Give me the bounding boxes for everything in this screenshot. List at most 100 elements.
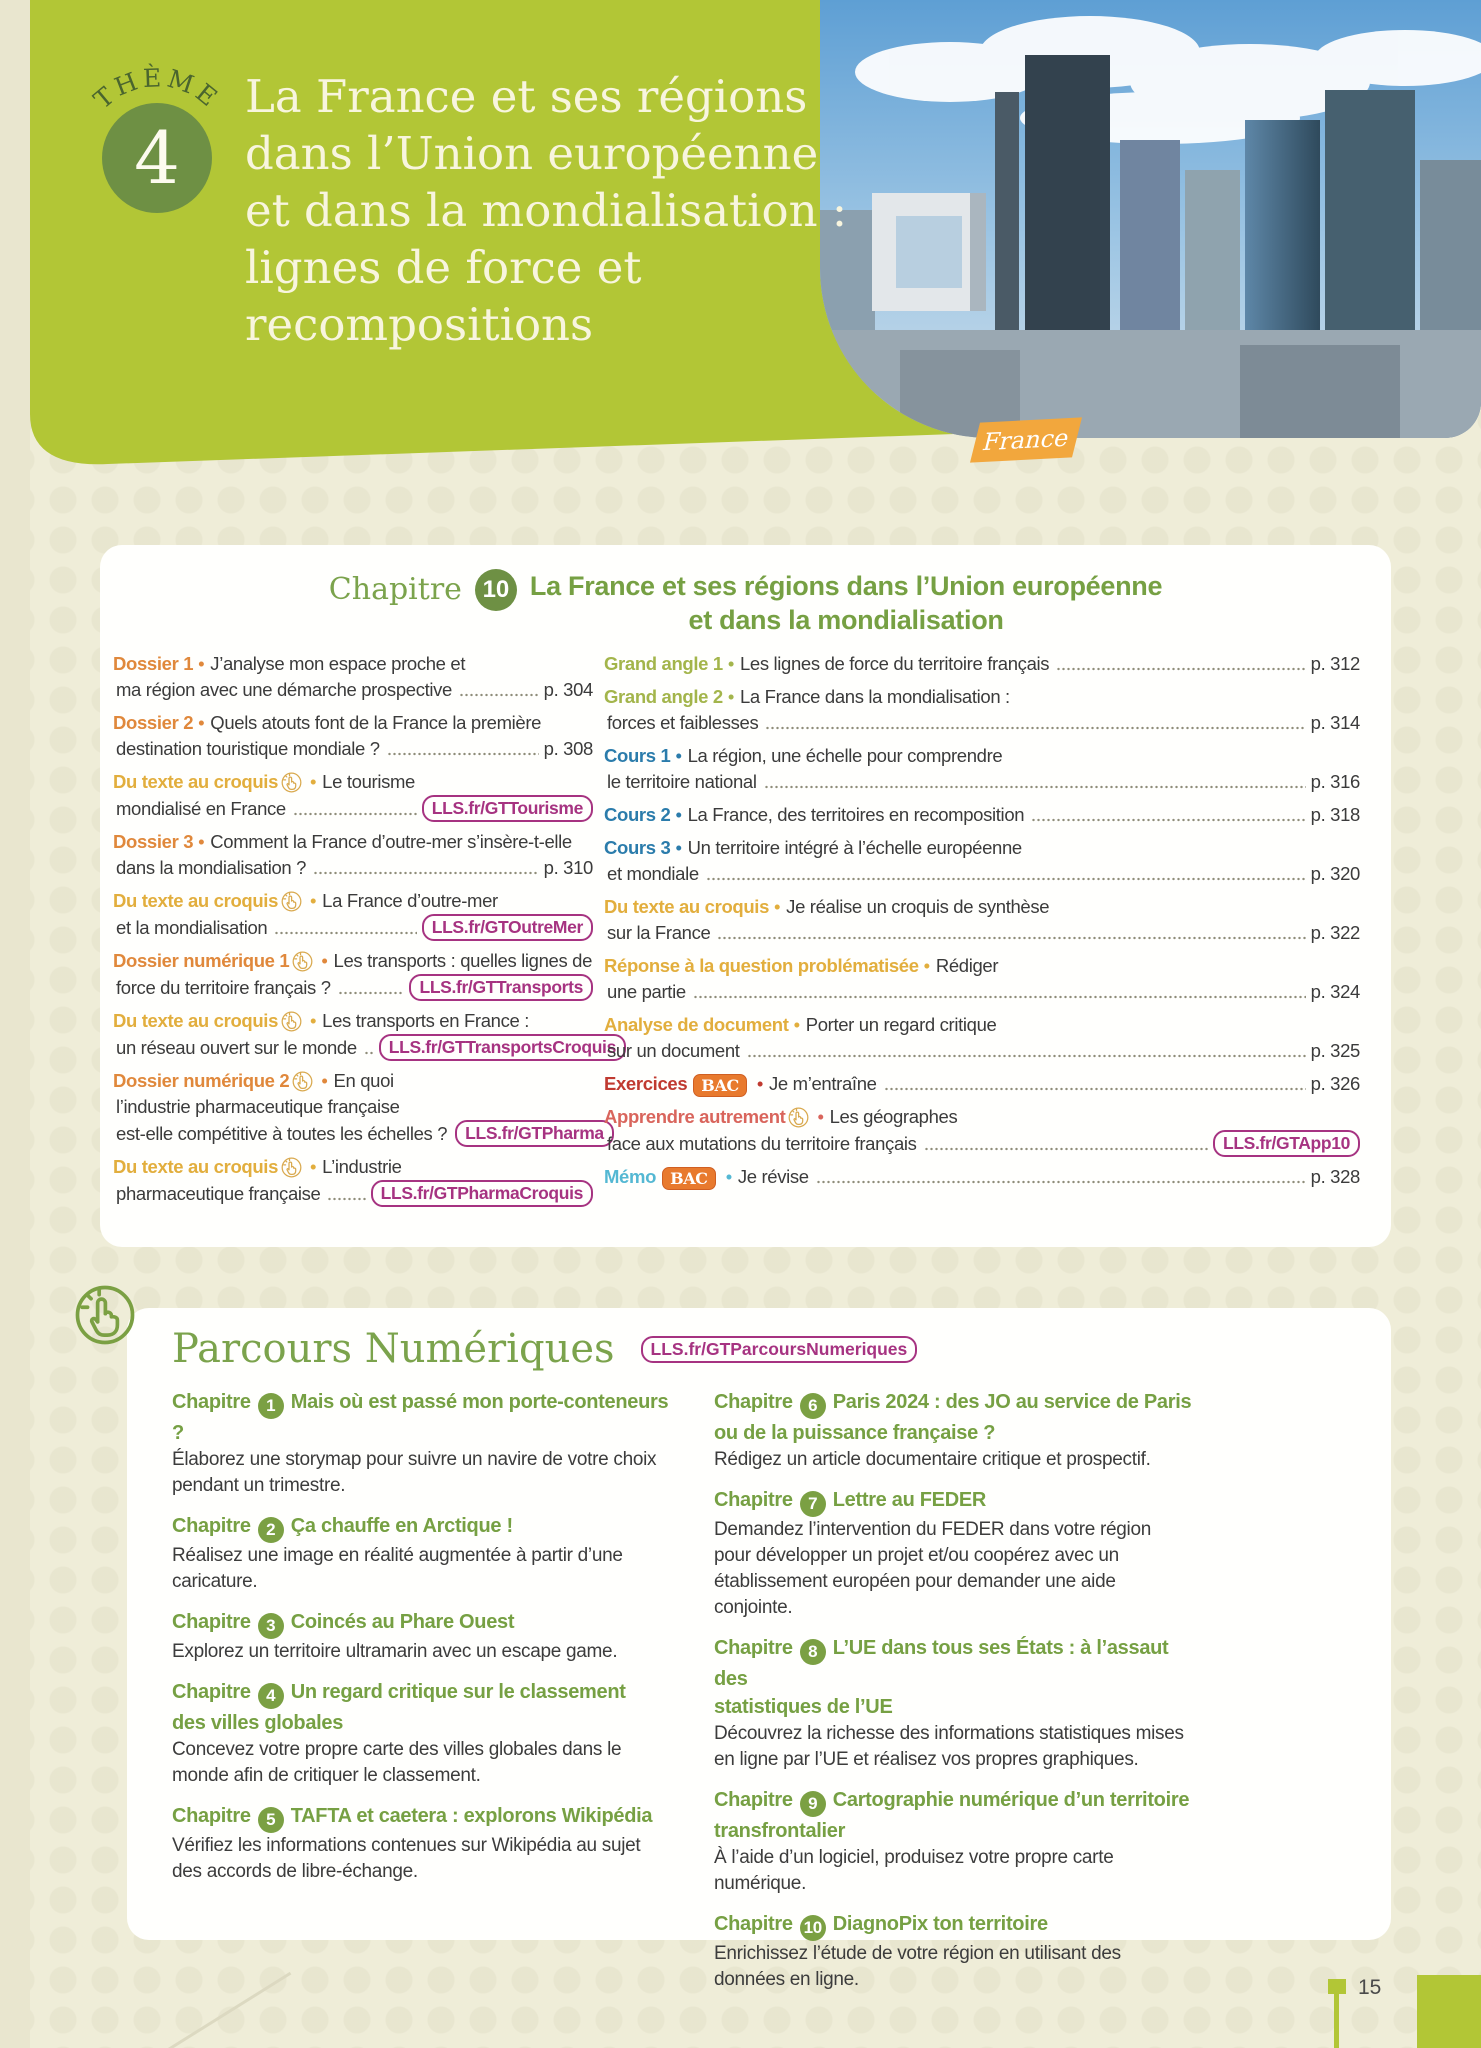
toc-entry: Du texte au croquis • Le tourisme mondialis… — [113, 769, 593, 822]
lls-link[interactable]: LLS.fr/GTPharmaCroquis — [370, 1180, 593, 1207]
bullet: • — [756, 1073, 764, 1094]
lls-link[interactable]: LLS.fr/GTApp10 — [1213, 1130, 1360, 1157]
entry-label: Analyse de document — [604, 1014, 789, 1035]
leader-dots — [763, 785, 1306, 789]
toc-entry: Dossier numérique 2 • En quoi l’industrie p… — [113, 1068, 614, 1147]
toc-line: Réponse à la question problématisée • Rédi… — [604, 953, 1360, 979]
bullet: • — [923, 955, 930, 976]
bullet: • — [310, 1010, 317, 1031]
toc-line: Du texte au croquis • Les transports en Fr… — [113, 1008, 593, 1034]
chapter-number-badge: 4 — [257, 1683, 284, 1709]
toc-entry: Dossier 2 • Quels atouts font de la France… — [113, 710, 593, 762]
page-ref: p. 324 — [1310, 981, 1361, 1002]
toc-line: Du texte au croquis • Je réalise un croqui… — [604, 894, 1360, 920]
toc-line: Grand angle 2 • La France dans la mondiali… — [604, 684, 1360, 710]
entry-text: forces et faiblesses — [607, 712, 759, 733]
bac-badge: BAC — [662, 1167, 716, 1190]
parcours-item: Chapitre 9 Cartographie numérique d’un ter… — [714, 1786, 1192, 1897]
parcours-item-description: Rédigez un article documentaire critique… — [714, 1449, 1151, 1470]
lls-link[interactable]: LLS.fr/GTTransportsCroquis — [378, 1034, 626, 1061]
entry-text: l’industrie pharmaceutique française — [116, 1096, 400, 1117]
entry-label: Cours 1 — [604, 745, 671, 766]
entry-text: un réseau ouvert sur le monde — [116, 1037, 357, 1058]
leader-dots — [765, 726, 1306, 730]
parcours-item-description: À l’aide d’un logiciel, produisez votre … — [714, 1847, 1114, 1894]
bullet: • — [310, 1156, 317, 1177]
theme-number-circle — [102, 103, 212, 213]
toc-line: l’industrie pharmaceutique française — [113, 1094, 593, 1120]
parcours-item-heading: Chapitre 4 Un regard critique sur le class… — [172, 1678, 672, 1709]
parcours-item-title: Cartographie numérique d’un territoire — [832, 1789, 1190, 1811]
toc-line: un réseau ouvert sur le monde LLS.fr/GTTr… — [113, 1034, 626, 1061]
toc-entry: Du texte au croquis • L’industrie pharmaceu… — [113, 1154, 593, 1207]
lls-link[interactable]: LLS.fr/GTOutreMer — [421, 914, 593, 941]
entry-label: Dossier numérique 2 — [113, 1070, 290, 1091]
lls-link[interactable]: LLS.fr/GTPharma — [455, 1120, 614, 1147]
parcours-item-title: Ça chauffe en Arctique ! — [290, 1515, 513, 1537]
leader-dots — [923, 1147, 1208, 1151]
entry-text: Je révise — [737, 1166, 809, 1187]
entry-label: Réponse à la question problématisée — [604, 955, 919, 976]
lls-link[interactable]: LLS.fr/GTTourisme — [421, 795, 593, 822]
entry-label: Dossier 3 — [113, 831, 194, 852]
parcours-item-heading: Chapitre 1 Mais où est passé mon porte-con… — [172, 1388, 672, 1447]
chapter-header: Chapitre 10 La France et ses régions dan… — [100, 569, 1391, 637]
toc-entry: Cours 2 • La France, des territoires en re… — [604, 802, 1360, 828]
parcours-item-heading: Chapitre 2 Ça chauffe en Arctique ! — [172, 1512, 672, 1543]
toc-line: Dossier 1 • J’analyse mon espace proche et — [113, 651, 593, 677]
toc-line: Cours 3 • Un territoire intégré à l’échell… — [604, 835, 1360, 861]
entry-text: Les transports en France : — [322, 1010, 530, 1031]
entry-text: dans la mondialisation ? — [116, 857, 307, 878]
bullet: • — [198, 653, 205, 674]
entry-text: Les géographes — [829, 1106, 958, 1127]
chapter-word: Chapitre — [172, 1515, 251, 1537]
bullet: • — [727, 686, 734, 707]
entry-label: Exercices — [604, 1073, 688, 1094]
parcours-item-heading: Chapitre 6 Paris 2024 : des JO au service … — [714, 1388, 1192, 1419]
page-ref: p. 328 — [1310, 1166, 1361, 1187]
chapter-word: Chapitre — [714, 1489, 793, 1511]
entry-text: et la mondialisation — [116, 917, 268, 938]
toc-line: Dossier 3 • Comment la France d’outre-mer … — [113, 829, 593, 855]
leader-dots — [337, 991, 405, 995]
toc-entry: Du texte au croquis • La France d’outre-me… — [113, 888, 593, 941]
leader-dots — [705, 877, 1306, 881]
toc-line: Cours 2 • La France, des territoires en re… — [604, 802, 1360, 828]
parcours-item-title: transfrontalier — [714, 1820, 846, 1842]
bullet: • — [321, 1070, 328, 1091]
entry-label: Dossier numérique 1 — [113, 950, 290, 971]
lls-link[interactable]: LLS.fr/GTTransports — [409, 974, 593, 1001]
parcours-item: Chapitre 4 Un regard critique sur le class… — [172, 1678, 672, 1789]
bullet: • — [727, 653, 734, 674]
chapter-number-badge: 2 — [257, 1517, 284, 1543]
leader-dots — [717, 936, 1306, 940]
page-ref: p. 314 — [1310, 712, 1361, 733]
chapter-number-badge: 1 — [257, 1393, 284, 1419]
leader-dots — [1056, 667, 1306, 671]
toc-line: sur la France p. 322 — [604, 920, 1360, 946]
parcours-item-heading: Chapitre 5 TAFTA et caetera : explorons Wi… — [172, 1802, 672, 1833]
entry-label: Cours 3 — [604, 837, 671, 858]
leader-dots — [815, 1180, 1306, 1184]
bullet: • — [321, 950, 328, 971]
parcours-item-title: statistiques de l’UE — [714, 1696, 893, 1718]
entry-label: Cours 2 — [604, 804, 671, 825]
parcours-item-title: DiagnoPix ton territoire — [832, 1913, 1048, 1935]
leader-dots — [883, 1087, 1306, 1091]
entry-label: Du texte au croquis — [113, 1156, 279, 1177]
parcours-item-heading: Chapitre 8 L’UE dans tous ses États : à l’… — [714, 1634, 1192, 1693]
lls-link[interactable]: LLS.fr/GTParcoursNumeriques — [640, 1335, 918, 1363]
parcours-item: Chapitre 6 Paris 2024 : des JO au service … — [714, 1388, 1192, 1473]
parcours-column-right: Chapitre 6 Paris 2024 : des JO au service … — [714, 1388, 1192, 2006]
toc-line: mondialisé en France LLS.fr/GTTourisme — [113, 795, 593, 822]
parcours-item-heading: Chapitre 9 Cartographie numérique d’un ter… — [714, 1786, 1192, 1817]
chapter-number-badge: 10 — [799, 1915, 826, 1941]
parcours-item-description: Réalisez une image en réalité augmentée … — [172, 1545, 623, 1592]
toc-line: Grand angle 1 • Les lignes de force du ter… — [604, 651, 1360, 677]
theme-number: 4 — [134, 116, 180, 200]
leader-dots — [692, 995, 1306, 999]
chapter-title: La France et ses régions dans l’Union eu… — [529, 571, 1163, 635]
leader-dots — [459, 693, 539, 697]
left-margin-strip — [0, 0, 30, 2048]
entry-text: Je m’entraîne — [769, 1073, 877, 1094]
